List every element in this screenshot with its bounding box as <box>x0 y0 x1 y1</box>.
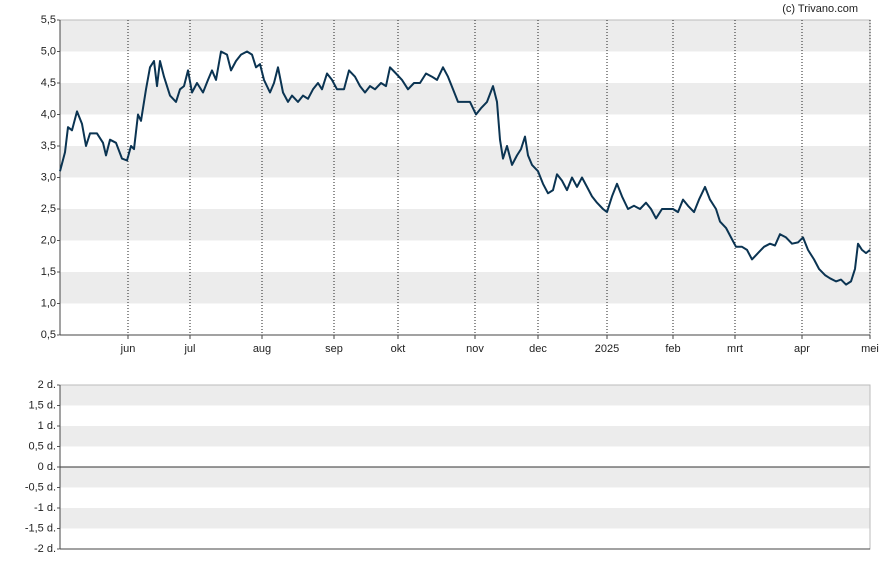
stripe <box>60 385 870 406</box>
y-tick-label: 1,5 <box>41 266 56 278</box>
stripe <box>60 467 870 488</box>
x-tick-label: 2025 <box>595 343 619 355</box>
x-tick-label: dec <box>529 343 547 355</box>
y-tick-label: 0 d. <box>38 461 56 473</box>
y-tick-label: 4,5 <box>41 77 56 89</box>
x-tick-label: nov <box>466 343 484 355</box>
x-tick-label: mei <box>861 343 879 355</box>
x-tick-label: mrt <box>727 343 743 355</box>
y-tick-label: 5,0 <box>41 45 56 57</box>
y-tick-label: 3,0 <box>41 171 56 183</box>
y-tick-label: 0,5 <box>41 329 56 341</box>
x-tick-label: aug <box>253 343 271 355</box>
stripe <box>60 146 870 178</box>
y-tick-label: 2,0 <box>41 234 56 246</box>
y-tick-label: -1 d. <box>34 502 56 514</box>
x-tick-label: jul <box>183 343 195 355</box>
y-tick-label: 1,5 d. <box>28 399 56 411</box>
y-tick-label: -2 d. <box>34 543 56 555</box>
y-tick-label: 1,0 <box>41 297 56 309</box>
y-tick-label: 3,5 <box>41 140 56 152</box>
stripe <box>60 20 870 52</box>
y-tick-label: -1,5 d. <box>25 522 56 534</box>
x-tick-label: jun <box>120 343 136 355</box>
y-tick-label: 2,5 <box>41 203 56 215</box>
price-line <box>59 50 871 286</box>
y-tick-label: 0,5 d. <box>28 440 56 452</box>
y-tick-label: 5,5 <box>41 14 56 26</box>
x-tick-label: sep <box>325 343 343 355</box>
stripe <box>60 426 870 447</box>
x-tick-label: okt <box>391 343 406 355</box>
copyright: (c) Trivano.com <box>782 3 858 15</box>
stripe <box>60 508 870 529</box>
y-tick-label: 4,0 <box>41 108 56 120</box>
y-tick-label: 2 d. <box>38 379 56 391</box>
y-tick-label: 1 d. <box>38 420 56 432</box>
x-tick-label: apr <box>794 343 810 355</box>
x-tick-label: feb <box>665 343 680 355</box>
y-tick-label: -0,5 d. <box>25 481 56 493</box>
stripe <box>60 209 870 241</box>
stripe <box>60 272 870 304</box>
